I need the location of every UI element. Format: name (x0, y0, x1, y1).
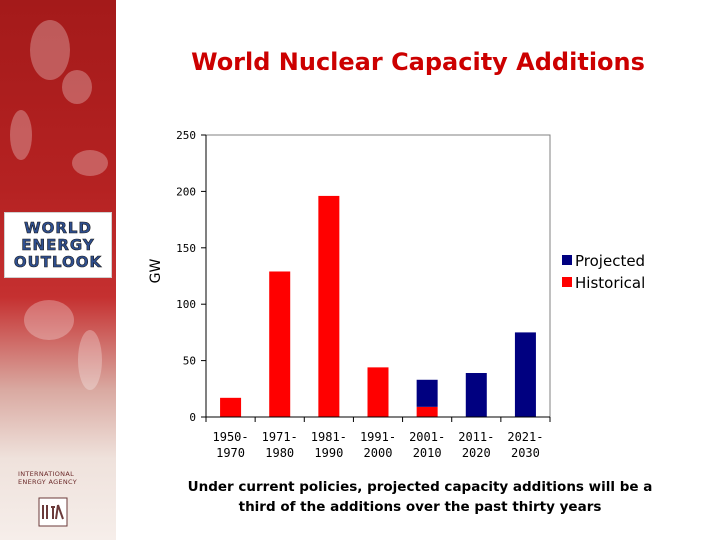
y-tick-label: 150 (176, 242, 196, 255)
caption-line-2: third of the additions over the past thi… (238, 499, 602, 515)
iea-org-line-2: ENERGY AGENCY (18, 478, 77, 486)
legend-label-projected: Projected (575, 252, 645, 270)
chart-title: World Nuclear Capacity Additions (191, 48, 645, 76)
bar-historical-4 (416, 406, 438, 417)
x-tick-label: 2000 (364, 446, 393, 460)
y-tick-label: 200 (176, 185, 196, 198)
x-tick-label: 1971- (262, 430, 298, 444)
bar-projected-4 (416, 379, 438, 407)
legend-swatch-historical (562, 277, 572, 287)
iea-org-name: INTERNATIONAL ENERGY AGENCY (18, 470, 98, 486)
caption-line-1: Under current policies, projected capaci… (187, 479, 653, 495)
y-tick-label: 0 (189, 411, 196, 424)
logo-line-2: ENERGY (21, 235, 95, 254)
y-tick-label: 100 (176, 298, 196, 311)
x-tick-label: 2001- (409, 430, 445, 444)
x-tick-label: 1981- (311, 430, 347, 444)
x-tick-label: 1990 (314, 446, 343, 460)
x-tick-label: 2030 (511, 446, 540, 460)
sidebar-map-decoration: WORLD ENERGY OUTLOOK INTERNATIONAL ENERG… (0, 0, 116, 540)
iea-org-line-1: INTERNATIONAL (18, 470, 75, 478)
chart-legend: Projected Historical (562, 252, 645, 292)
y-tick-label: 250 (176, 129, 196, 142)
x-tick-label: 2010 (413, 446, 442, 460)
logo-line-1: WORLD (24, 218, 92, 237)
legend-label-historical: Historical (575, 274, 645, 292)
x-tick-label: 2020 (462, 446, 491, 460)
x-tick-label: 1991- (360, 430, 396, 444)
bar-projected-5 (465, 373, 487, 417)
x-tick-label: 1950- (213, 430, 249, 444)
bar-historical-3 (367, 367, 389, 417)
x-tick-label: 1980 (265, 446, 294, 460)
bar-projected-6 (514, 332, 536, 417)
bar-historical-0 (220, 397, 242, 417)
x-tick-label: 1970 (216, 446, 245, 460)
world-energy-outlook-logo: WORLD ENERGY OUTLOOK (4, 212, 112, 278)
x-tick-label: 2021- (507, 430, 543, 444)
y-tick-label: 50 (183, 355, 196, 368)
x-tick-label: 2011- (458, 430, 494, 444)
logo-line-3: OUTLOOK (13, 252, 103, 271)
chart-bars (220, 195, 536, 417)
iea-emblem-icon (38, 497, 68, 527)
legend-swatch-projected (562, 255, 572, 265)
bar-historical-1 (269, 271, 291, 417)
bar-historical-2 (318, 195, 340, 417)
chart-ticks: 0 50 100 150 200 250 1950- 1970 1971- 1980 1981- 19… (176, 129, 551, 460)
slide-caption: Under current policies, projected capaci… (140, 477, 700, 517)
y-axis-label: GW (148, 259, 164, 284)
